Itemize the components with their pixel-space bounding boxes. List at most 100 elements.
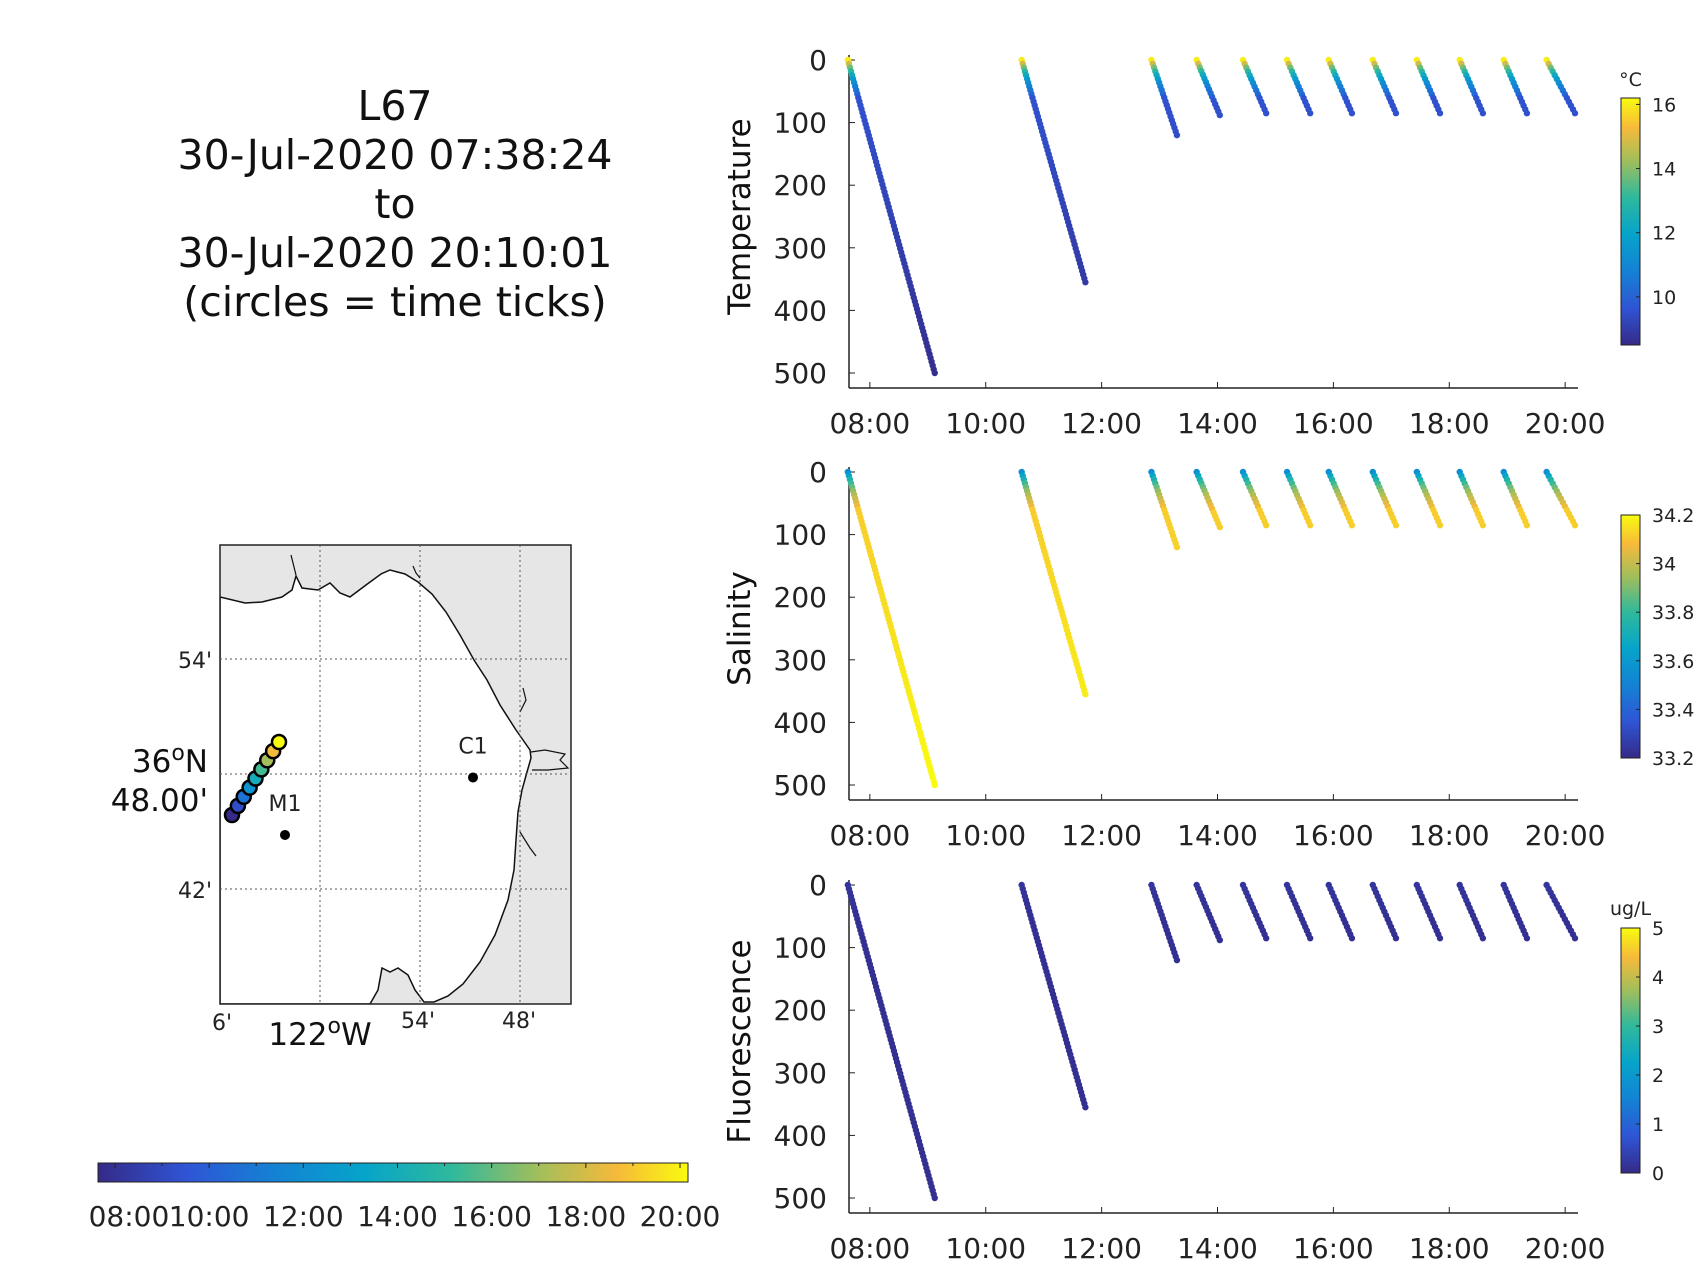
- profile-trace: [1283, 56, 1314, 117]
- profile-trace: [1239, 881, 1270, 942]
- ocean-water: [220, 569, 532, 1004]
- profile-trace: [1018, 468, 1089, 698]
- y-tick-label: 100: [774, 519, 827, 552]
- y-axis-label: Temperature: [722, 118, 758, 315]
- colorbar-tick-label: 0: [1652, 1163, 1664, 1185]
- x-tick-label: 20:00: [1525, 1232, 1606, 1265]
- x-tick-label: 18:00: [1409, 1232, 1490, 1265]
- profile-trace: [1369, 468, 1400, 529]
- x-tick-label: 14:00: [1177, 1232, 1258, 1265]
- x-tick-label: 08:00: [830, 407, 911, 440]
- colorbar-tick-label: 33.4: [1652, 699, 1694, 721]
- y-tick-label: 400: [774, 1119, 827, 1152]
- profile-trace: [1500, 881, 1531, 942]
- colorbar-units: ug/L: [1610, 898, 1652, 920]
- y-tick-label: 300: [774, 644, 827, 677]
- coast-detail: [519, 687, 527, 713]
- time-colorbar-label: 12:00: [263, 1200, 344, 1233]
- y-tick-label: 100: [774, 107, 827, 140]
- profile-point: [931, 1194, 938, 1202]
- y-tick-label: 0: [809, 456, 827, 489]
- coast-detail: [530, 749, 570, 771]
- title-line: 30-Jul-2020 07:38:24: [177, 131, 613, 179]
- track-time-circle: [270, 733, 288, 751]
- map-graticule: [220, 545, 571, 1004]
- profile-point: [1216, 936, 1224, 944]
- station-label: C1: [458, 734, 487, 759]
- map-lon-tick: 6': [212, 1011, 232, 1036]
- profile-point: [1348, 110, 1356, 117]
- station-marker: [280, 829, 290, 840]
- profile-point: [1082, 279, 1089, 286]
- x-tick-label: 10:00: [945, 819, 1026, 852]
- coast-detail: [412, 565, 421, 579]
- coast-detail: [290, 554, 297, 576]
- profile-trace: [1325, 468, 1356, 529]
- profile-trace: [1148, 881, 1181, 964]
- profile-point: [1479, 935, 1487, 942]
- profile-trace: [1018, 56, 1089, 286]
- colorbar-tick-label: 10: [1652, 287, 1676, 309]
- map-lon-tick: 48': [502, 1009, 536, 1034]
- profile-trace: [1283, 468, 1314, 529]
- map-panel: M1 C1 54' 42' 36oN 48.00' 6' 54' 48' 122o…: [111, 544, 572, 1053]
- profile-trace: [1369, 881, 1400, 942]
- colorbar-tick-label: 33.6: [1652, 651, 1694, 673]
- time-colorbar-gradient: [97, 1162, 689, 1183]
- profile-point: [1082, 691, 1089, 698]
- x-tick-label: 16:00: [1293, 819, 1374, 852]
- profile-point: [1262, 522, 1270, 529]
- title-line: (circles = time ticks): [183, 278, 607, 326]
- time-colorbar: 08:00 10:00 12:00 14:00 16:00 18:00 20:00: [89, 1162, 721, 1233]
- y-tick-label: 500: [774, 357, 827, 390]
- profile-point: [1436, 110, 1444, 117]
- profile-trace: [1193, 56, 1224, 119]
- y-tick-label: 500: [774, 769, 827, 802]
- profile-point: [1262, 110, 1270, 117]
- profile-trace: [1456, 468, 1487, 529]
- value-colorbar: [1620, 97, 1641, 346]
- profile-point: [931, 369, 938, 377]
- colorbar-tick-label: 33.8: [1652, 602, 1694, 624]
- profile-point: [1479, 110, 1487, 117]
- profile-trace: [1500, 56, 1531, 117]
- y-tick-label: 400: [774, 294, 827, 327]
- map-lon-major: 122oW: [268, 1014, 371, 1053]
- colorbar-units: °C: [1619, 69, 1642, 91]
- x-tick-label: 20:00: [1525, 407, 1606, 440]
- profile-point: [1307, 935, 1314, 942]
- y-tick-label: 300: [774, 232, 827, 265]
- colorbar-tick-label: 3: [1652, 1016, 1664, 1038]
- map-lat-tick: 42': [178, 879, 212, 904]
- colorbar-tick-label: 1: [1652, 1114, 1664, 1136]
- y-tick-label: 500: [774, 1182, 827, 1215]
- time-colorbar-label: 16:00: [451, 1200, 532, 1233]
- profile-trace: [1456, 881, 1487, 942]
- profile-trace: [1500, 468, 1531, 529]
- map-lat-major-minutes: 48.00': [111, 783, 208, 819]
- y-axis-label: Fluorescence: [722, 939, 758, 1143]
- profile-point: [1392, 522, 1400, 529]
- title-line: 30-Jul-2020 20:10:01: [177, 229, 613, 277]
- colorbar-tick-label: 4: [1652, 967, 1664, 989]
- profile-point: [1523, 110, 1531, 117]
- profile-point: [1307, 522, 1314, 529]
- profile-trace: [844, 56, 938, 377]
- time-colorbar-label: 20:00: [640, 1200, 721, 1233]
- profile-trace: [1543, 468, 1579, 529]
- time-colorbar-label: 08:00: [89, 1200, 170, 1233]
- x-tick-label: 08:00: [830, 819, 911, 852]
- map-lat-major: 36oN: [132, 741, 208, 780]
- profile-point: [1216, 523, 1224, 531]
- y-tick-label: 200: [774, 994, 827, 1027]
- x-tick-label: 14:00: [1177, 407, 1258, 440]
- profile-trace: [1325, 881, 1356, 942]
- profile-trace: [844, 468, 938, 789]
- profile-trace: [844, 881, 938, 1202]
- profile-point: [1392, 110, 1400, 117]
- profile-trace: [1193, 468, 1224, 531]
- profile-point: [1571, 522, 1579, 529]
- profile-trace: [1369, 56, 1400, 117]
